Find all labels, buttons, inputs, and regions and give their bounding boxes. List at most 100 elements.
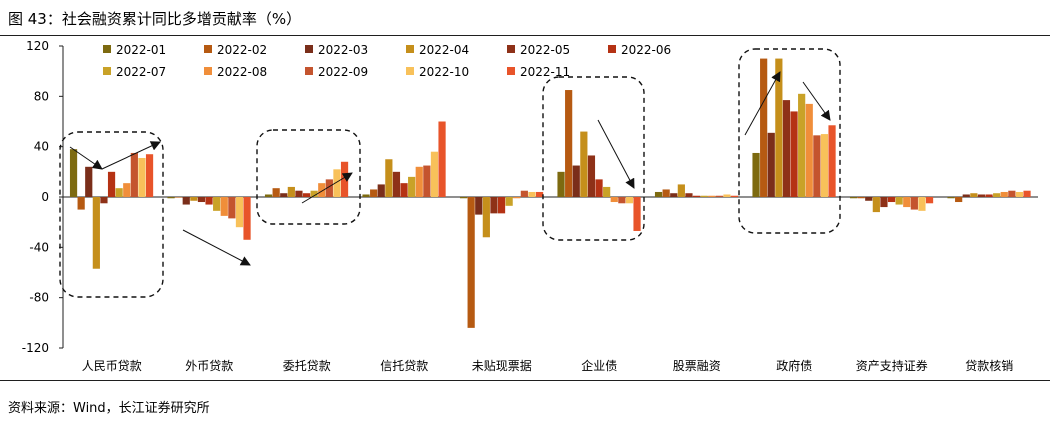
bar-2022-02-0 (77, 197, 85, 210)
x-category-label: 委托贷款 (283, 359, 331, 373)
bar-2022-05-5 (587, 155, 596, 197)
bar-2022-07-2 (310, 190, 318, 197)
bar-2022-11-6 (730, 195, 739, 197)
legend-label-2022-04: 2022-04 (419, 43, 469, 57)
bar-2022-10-8 (918, 197, 926, 211)
axes: 120 80 40 0 -40 -80 -120 人民币贷款 外币贷款 委托贷款 信托贷款 未贴现票据… (22, 39, 1038, 373)
bar-2022-04-7 (775, 58, 783, 197)
bar-2022-06-7 (790, 111, 798, 197)
legend-swatch-2022-06 (608, 45, 616, 53)
bar-2022-11-4 (535, 191, 544, 197)
bar-2022-10-9 (1015, 191, 1024, 197)
bar-2022-11-9 (1023, 190, 1031, 197)
bar-2022-10-1 (235, 197, 244, 228)
legend-swatch-2022-09 (305, 67, 313, 75)
bar-2022-06-6 (692, 195, 701, 197)
x-category-label: 人民币贷款 (82, 359, 142, 373)
bar-2022-04-1 (190, 197, 198, 201)
legend-swatch-2022-01 (103, 45, 111, 53)
trend-arrow-corp-bonds (597, 119, 635, 189)
bar-2022-05-4 (490, 197, 498, 214)
y-tick-label: -120 (22, 341, 49, 355)
y-tick-label: 40 (34, 140, 49, 154)
bar-2022-03-0 (85, 166, 93, 197)
legend-swatch-2022-11 (507, 67, 515, 75)
bar-2022-10-3 (430, 151, 439, 197)
bar-2022-02-7 (760, 58, 768, 197)
bar-2022-03-7 (767, 132, 775, 197)
trend-arrow-rmb-down (69, 146, 103, 170)
bar-2022-07-5 (603, 186, 611, 197)
figure-title: 图 43：社会融资累计同比多增贡献率（%） (8, 10, 302, 28)
bar-2022-10-4 (528, 191, 536, 197)
bar-2022-02-2 (272, 188, 280, 197)
legend-label-2022-10: 2022-10 (419, 65, 469, 79)
bar-2022-05-9 (977, 194, 986, 197)
x-category-label: 贷款核销 (965, 359, 1013, 373)
bar-2022-03-1 (182, 197, 190, 205)
bar-2022-01-3 (362, 194, 370, 197)
x-category-label: 未贴现票据 (472, 359, 532, 373)
bar-2022-02-8 (857, 197, 865, 199)
trend-arrow-govt-down (802, 81, 831, 121)
source-divider (0, 380, 1050, 381)
bar-2022-01-2 (264, 194, 273, 197)
bar-2022-08-8 (903, 197, 911, 208)
bar-2022-07-3 (408, 176, 416, 197)
legend-label-2022-09: 2022-09 (318, 65, 368, 79)
y-tick-label: -80 (29, 291, 49, 305)
bar-2022-04-2 (287, 186, 295, 197)
bar-2022-04-3 (385, 159, 393, 197)
highlight-box-entrusted-loans (256, 129, 361, 225)
trend-arrow-govt-up (744, 71, 781, 136)
bar-2022-02-9 (955, 197, 963, 203)
bar-2022-08-3 (415, 166, 423, 197)
bar-2022-01-8 (849, 197, 858, 199)
bar-2022-06-2 (302, 193, 311, 197)
legend-swatch-2022-04 (406, 45, 414, 53)
legend-swatch-2022-08 (204, 67, 212, 75)
bar-2022-08-2 (318, 183, 326, 197)
x-category-label: 信托贷款 (380, 359, 428, 373)
x-category-label: 资产支持证券 (856, 358, 928, 373)
legend-swatch-2022-07 (103, 67, 111, 75)
bar-2022-09-8 (910, 197, 918, 210)
bar-2022-02-1 (175, 197, 183, 198)
bars (69, 58, 1031, 328)
bar-2022-09-2 (325, 179, 333, 197)
title-divider (0, 35, 1050, 36)
bar-2022-02-4 (467, 197, 475, 328)
bar-2022-06-4 (497, 197, 506, 214)
bar-2022-11-5 (633, 197, 641, 231)
legend-swatch-2022-10 (406, 67, 414, 75)
bar-2022-04-9 (970, 193, 978, 197)
bar-2022-09-7 (813, 135, 821, 197)
bar-2022-07-8 (895, 197, 903, 205)
bar-2022-11-0 (145, 154, 154, 197)
bar-2022-08-4 (513, 197, 521, 199)
bar-chart: 120 80 40 0 -40 -80 -120 人民币贷款 外币贷款 委托贷款 信托贷款 未贴现票据… (22, 39, 1038, 373)
legend-label-2022-08: 2022-08 (217, 65, 267, 79)
trend-arrow-fx-loans (182, 229, 251, 266)
bar-2022-01-5 (557, 171, 565, 197)
bar-2022-05-0 (100, 197, 108, 204)
bar-2022-02-5 (565, 90, 573, 197)
bar-2022-03-3 (377, 184, 385, 197)
legend-label-2022-06: 2022-06 (621, 43, 671, 57)
x-category-label: 政府债 (776, 358, 812, 373)
bar-2022-07-7 (798, 93, 806, 197)
trend-arrow-entrusted (301, 172, 353, 204)
bar-2022-02-6 (662, 189, 670, 197)
bar-2022-09-3 (423, 165, 431, 197)
bar-2022-08-6 (708, 195, 716, 197)
bar-2022-01-6 (654, 191, 663, 197)
bar-2022-05-3 (392, 171, 401, 197)
bar-2022-08-0 (123, 183, 131, 197)
bar-2022-05-8 (880, 197, 888, 208)
y-tick-label: 80 (34, 89, 49, 103)
bar-2022-10-6 (723, 194, 731, 197)
legend: 2022-01 2022-02 2022-03 2022-04 2022-05 2022-… (103, 43, 671, 79)
legend-label-2022-07: 2022-07 (116, 65, 166, 79)
x-category-label: 企业债 (581, 358, 617, 373)
trend-arrow-rmb-up (101, 141, 161, 170)
